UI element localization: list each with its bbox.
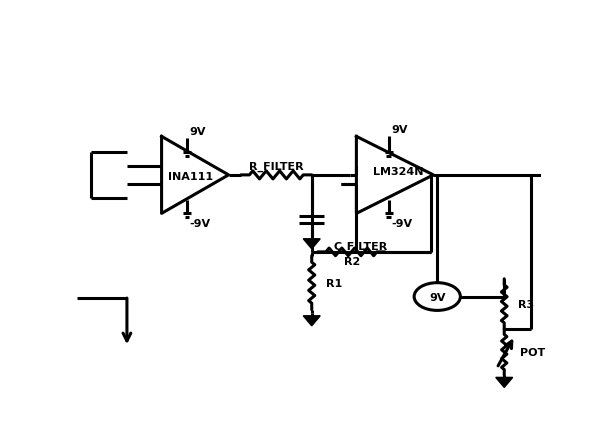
Text: -9V: -9V [189,218,210,228]
Polygon shape [303,316,320,326]
Text: R_FILTER: R_FILTER [249,162,304,172]
Text: INA111: INA111 [168,172,213,182]
Text: -9V: -9V [391,218,412,228]
Polygon shape [496,378,513,388]
Text: POT: POT [520,347,545,357]
Text: R2: R2 [344,257,360,266]
Text: LM324N: LM324N [373,166,424,177]
Polygon shape [303,239,320,249]
Text: C_FILTER: C_FILTER [333,241,388,251]
Text: R1: R1 [326,278,342,288]
Text: 9V: 9V [391,124,408,134]
Text: 9V: 9V [429,292,446,302]
Text: 9V: 9V [189,127,206,137]
Text: R3: R3 [518,299,534,309]
